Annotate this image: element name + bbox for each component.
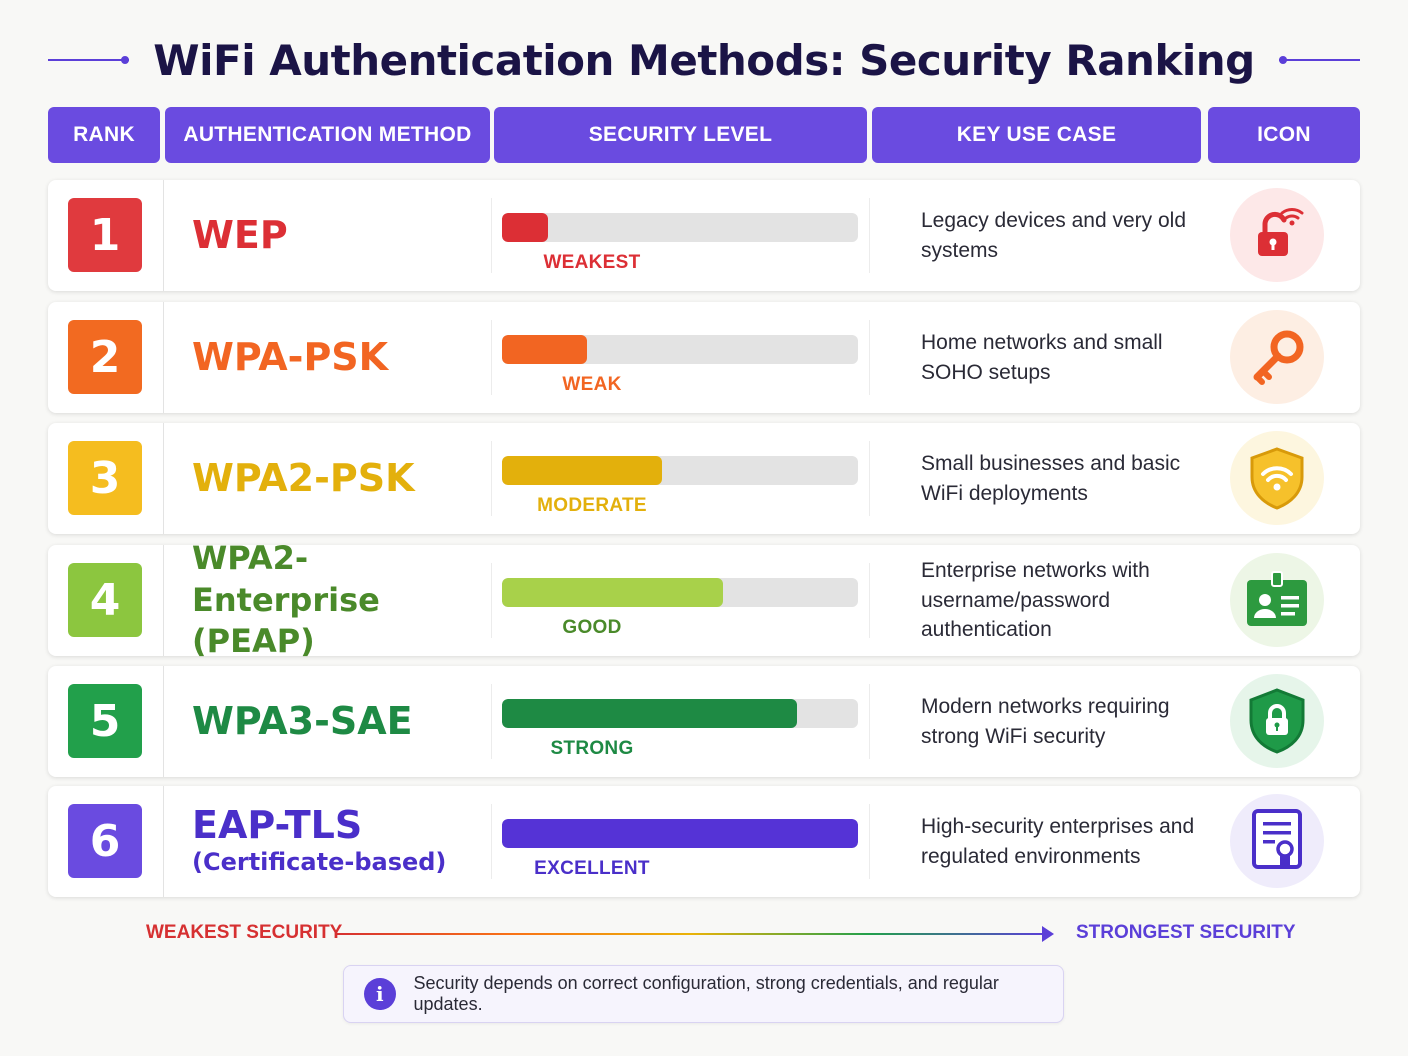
method-cell: WPA2-PSK (192, 423, 492, 534)
column-divider (869, 198, 870, 273)
security-level-fill (502, 819, 858, 848)
scale-strongest-label: STRONGEST SECURITY (1076, 922, 1296, 943)
method-cell: WPA-PSK (192, 302, 492, 413)
key-icon (1230, 310, 1324, 404)
table-row: 3 WPA2-PSK MODERATE Small businesses and… (48, 423, 1360, 534)
security-level-fill (502, 699, 797, 728)
method-cell: WPA3-SAE (192, 666, 492, 777)
table-row: 1 WEP WEAKEST Legacy devices and very ol… (48, 180, 1360, 291)
table-row: 5 WPA3-SAE STRONG Modern networks requir… (48, 666, 1360, 777)
security-level-label: STRONG (550, 738, 634, 759)
column-divider (491, 198, 492, 273)
scale-weakest-label: WEAKEST SECURITY (146, 922, 343, 943)
certificate-icon (1230, 794, 1324, 888)
column-divider (163, 180, 164, 291)
security-level-fill (502, 335, 587, 364)
security-level-bar (502, 819, 858, 848)
header-method: AUTHENTICATION METHOD (165, 107, 490, 163)
column-divider (869, 804, 870, 879)
method-cell: EAP-TLS (Certificate-based) (192, 786, 492, 897)
rank-badge: 1 (68, 198, 142, 272)
scale-gradient-line (336, 933, 1046, 935)
security-level-bar (502, 578, 858, 607)
column-divider (163, 786, 164, 897)
wifi-shield-icon (1230, 431, 1324, 525)
security-level-fill (502, 456, 662, 485)
column-divider (491, 563, 492, 638)
column-divider (869, 563, 870, 638)
use-case-text: Legacy devices and very old systems (921, 208, 1186, 262)
column-divider (491, 804, 492, 879)
info-icon: i (364, 978, 396, 1010)
use-case-text: Modern networks requiring strong WiFi se… (921, 694, 1170, 748)
security-level-label: WEAK (562, 374, 622, 395)
column-divider (869, 441, 870, 516)
method-cell: WEP (192, 180, 492, 291)
info-note: i Security depends on correct configurat… (343, 965, 1064, 1023)
rank-badge: 2 (68, 320, 142, 394)
security-level-label: WEAKEST (543, 252, 641, 273)
table-header: RANK AUTHENTICATION METHOD SECURITY LEVE… (48, 107, 1360, 163)
column-divider (869, 320, 870, 395)
security-level-bar (502, 699, 858, 728)
header-use-case: KEY USE CASE (872, 107, 1201, 163)
column-divider (869, 684, 870, 759)
method-name: EAP-TLS (192, 803, 363, 847)
security-level-bar (502, 335, 858, 364)
column-divider (491, 684, 492, 759)
rank-badge: 6 (68, 804, 142, 878)
header-icon: ICON (1208, 107, 1360, 163)
security-level-bar (502, 213, 858, 242)
id-badge-icon (1230, 553, 1324, 647)
security-level-label: EXCELLENT (534, 858, 650, 879)
column-divider (491, 320, 492, 395)
locked-shield-icon (1230, 674, 1324, 768)
method-name: WEP (192, 212, 288, 257)
method-subtitle: (Certificate-based) (192, 847, 447, 876)
method-name: WPA2-Enterprise (192, 539, 380, 619)
security-level-fill (502, 578, 723, 607)
security-scale: WEAKEST SECURITY STRONGEST SECURITY (48, 920, 1360, 950)
info-note-text: Security depends on correct configuratio… (413, 973, 999, 1014)
table-row: 4 WPA2-Enterprise (PEAP) GOOD Enterprise… (48, 539, 1360, 660)
unlocked-wifi-lock-icon (1230, 188, 1324, 282)
use-case-text: Small businesses and basic WiFi deployme… (921, 451, 1181, 505)
rank-badge: 4 (68, 563, 142, 637)
use-case-text: Enterprise networks with username/passwo… (921, 558, 1150, 642)
header-rank: RANK (48, 107, 160, 163)
method-cell: WPA2-Enterprise (PEAP) (192, 539, 492, 660)
method-name: WPA2-PSK (192, 455, 415, 500)
method-subtitle: (PEAP) (192, 622, 315, 661)
title-divider-right (1278, 56, 1361, 64)
security-level-bar (502, 456, 858, 485)
use-case-text: Home networks and small SOHO setups (921, 330, 1163, 384)
table-row: 6 EAP-TLS (Certificate-based) EXCELLENT … (48, 786, 1360, 897)
scale-arrow-icon (1042, 926, 1054, 942)
column-divider (163, 423, 164, 534)
column-divider (163, 666, 164, 777)
column-divider (163, 302, 164, 413)
method-name: WPA-PSK (192, 334, 389, 379)
use-case-text: High-security enterprises and regulated … (921, 814, 1195, 868)
method-name: WPA3-SAE (192, 698, 413, 743)
security-level-label: MODERATE (537, 495, 647, 516)
title-divider-left (48, 56, 130, 64)
security-level-fill (502, 213, 548, 242)
header-security-level: SECURITY LEVEL (494, 107, 867, 163)
page-title: WiFi Authentication Methods: Security Ra… (153, 35, 1255, 85)
column-divider (491, 441, 492, 516)
security-level-label: GOOD (562, 617, 622, 638)
title-bar: WiFi Authentication Methods: Security Ra… (48, 30, 1361, 90)
rank-badge: 5 (68, 684, 142, 758)
table-row: 2 WPA-PSK WEAK Home networks and small S… (48, 302, 1360, 413)
column-divider (163, 545, 164, 656)
rank-badge: 3 (68, 441, 142, 515)
